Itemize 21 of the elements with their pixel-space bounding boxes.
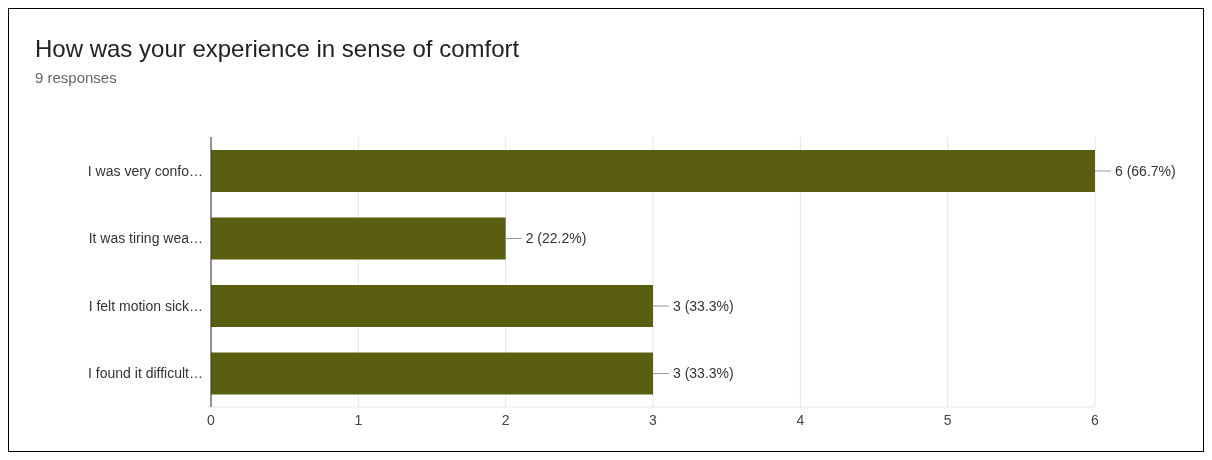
text: 9 responses: [35, 69, 117, 86]
data-label: 3 (33.3%): [673, 297, 734, 314]
x-tick-label: 1: [354, 411, 363, 428]
data-label: 3 (33.3%): [673, 365, 734, 382]
bar: [211, 150, 1095, 192]
data-label: 6 (66.7%): [1115, 162, 1176, 179]
x-tick-label: 5: [943, 411, 952, 428]
x-tick-label: 4: [796, 411, 805, 428]
y-tick-label: I felt motion sick…: [88, 297, 203, 314]
x-tick-label: 0: [207, 411, 216, 428]
x-tick-label: 3: [649, 411, 658, 428]
chart-title: How was your experience in sense of comfort: [35, 35, 520, 63]
bar: [211, 217, 506, 260]
y-tick-label: It was tiring wea…: [88, 230, 203, 247]
x-tick-label: 2: [501, 411, 510, 428]
x-tick-label: 6: [1091, 411, 1100, 428]
bar: [211, 352, 653, 395]
bar: [211, 285, 653, 327]
y-tick-label: I found it difficult…: [88, 365, 203, 382]
y-tick-label: I was very confo…: [87, 162, 203, 179]
data-label: 2 (22.2%): [525, 230, 587, 247]
